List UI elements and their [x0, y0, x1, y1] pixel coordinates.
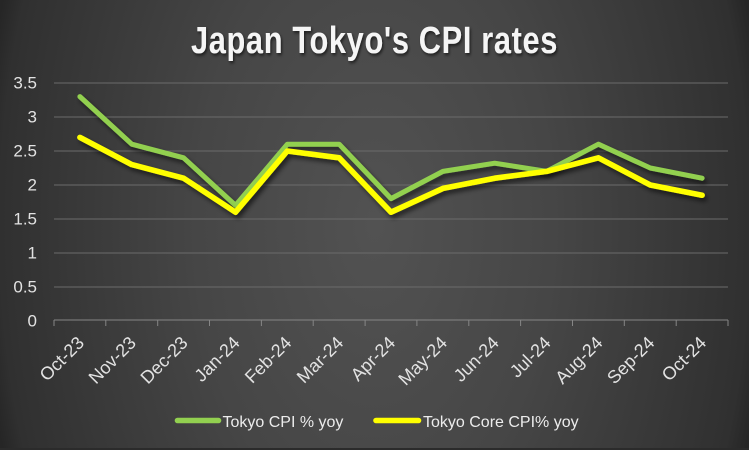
svg-text:Feb-24: Feb-24	[241, 333, 295, 387]
svg-text:Nov-23: Nov-23	[85, 333, 140, 388]
svg-text:0.5: 0.5	[13, 278, 37, 297]
svg-text:1.5: 1.5	[13, 210, 37, 229]
svg-text:Aug-24: Aug-24	[551, 333, 606, 388]
svg-text:1: 1	[28, 244, 37, 263]
svg-text:Tokyo Core CPI% yoy: Tokyo Core CPI% yoy	[423, 414, 579, 431]
svg-text:Oct-23: Oct-23	[36, 333, 88, 385]
svg-text:3: 3	[28, 108, 37, 127]
svg-text:Mar-24: Mar-24	[293, 333, 347, 387]
svg-text:2: 2	[28, 176, 37, 195]
svg-text:2.5: 2.5	[13, 142, 37, 161]
svg-text:Japan Tokyo's CPI rates: Japan Tokyo's CPI rates	[191, 20, 558, 62]
svg-text:Jun-24: Jun-24	[450, 333, 503, 386]
svg-text:0: 0	[28, 312, 37, 331]
svg-text:Sep-24: Sep-24	[603, 333, 658, 388]
svg-text:Jul-24: Jul-24	[506, 333, 555, 382]
svg-text:Dec-23: Dec-23	[137, 333, 192, 388]
svg-text:Tokyo CPI % yoy: Tokyo CPI % yoy	[223, 414, 344, 431]
svg-text:Oct-24: Oct-24	[658, 333, 710, 385]
svg-text:May-24: May-24	[394, 333, 451, 390]
svg-text:Apr-24: Apr-24	[347, 333, 399, 385]
svg-text:Jan-24: Jan-24	[191, 333, 244, 386]
svg-text:3.5: 3.5	[13, 74, 37, 93]
